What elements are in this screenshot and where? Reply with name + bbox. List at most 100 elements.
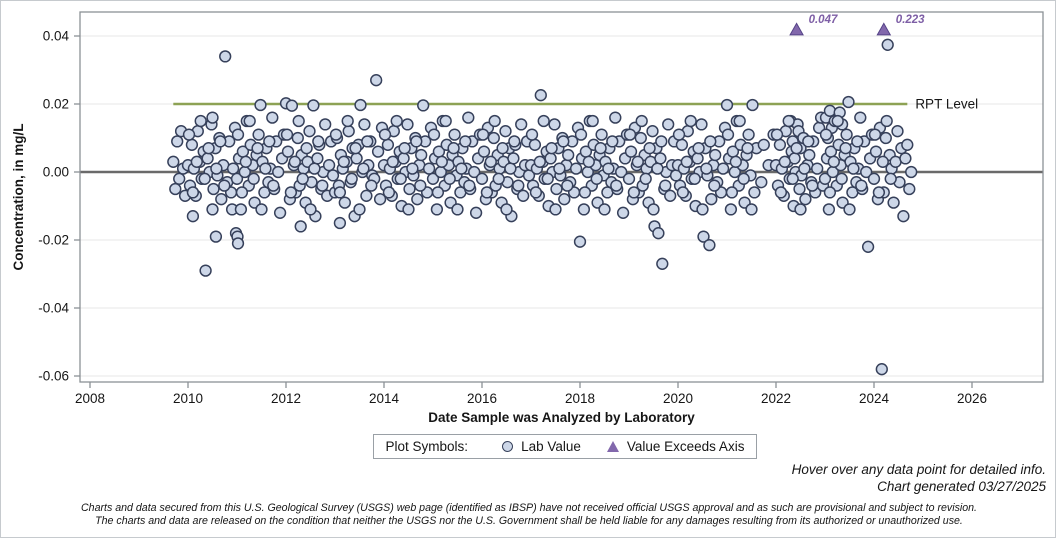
lab-value-point[interactable] xyxy=(397,152,410,165)
lab-value-point[interactable] xyxy=(553,162,566,175)
lab-value-point[interactable] xyxy=(851,135,864,148)
lab-value-point[interactable] xyxy=(897,210,910,223)
lab-value-point[interactable] xyxy=(590,172,603,185)
lab-value-point[interactable] xyxy=(757,138,770,151)
lab-value-point[interactable] xyxy=(382,186,396,199)
lab-value-point[interactable] xyxy=(537,114,550,128)
lab-value-point[interactable] xyxy=(634,131,647,145)
lab-value-point[interactable] xyxy=(624,145,638,158)
lab-value-point[interactable] xyxy=(182,128,196,141)
lab-value-point[interactable] xyxy=(410,135,423,148)
lab-value-point[interactable] xyxy=(206,203,219,216)
lab-value-point[interactable] xyxy=(831,114,844,128)
lab-value-point[interactable] xyxy=(697,230,710,243)
lab-value-point[interactable] xyxy=(705,193,718,206)
lab-value-point[interactable] xyxy=(654,152,667,165)
lab-value-point[interactable] xyxy=(842,95,855,109)
lab-value-point[interactable] xyxy=(548,118,561,131)
lab-value-point[interactable] xyxy=(561,179,574,192)
lab-value-point[interactable] xyxy=(285,99,299,112)
lab-value-point[interactable] xyxy=(615,165,628,179)
lab-value-point[interactable] xyxy=(835,172,848,185)
lab-value-point[interactable] xyxy=(806,179,819,192)
lab-value-point[interactable] xyxy=(349,142,362,155)
lab-value-point[interactable] xyxy=(231,237,245,250)
lab-value-point[interactable] xyxy=(448,128,461,141)
lab-value-point[interactable] xyxy=(247,172,260,185)
lab-value-point[interactable] xyxy=(284,186,298,199)
lab-value-point[interactable] xyxy=(329,128,343,141)
lab-value-point[interactable] xyxy=(414,179,427,192)
lab-value-point[interactable] xyxy=(307,99,320,112)
lab-value-point[interactable] xyxy=(173,172,186,185)
lab-value-point[interactable] xyxy=(790,142,803,155)
lab-value-point[interactable] xyxy=(876,155,889,168)
lab-value-point[interactable] xyxy=(185,138,199,151)
lab-value-point[interactable] xyxy=(550,182,563,196)
lab-value-point[interactable] xyxy=(499,125,512,138)
lab-value-point[interactable] xyxy=(610,179,623,192)
lab-value-point[interactable] xyxy=(361,135,374,148)
lab-value-point[interactable] xyxy=(303,125,316,138)
lab-value-point[interactable] xyxy=(656,257,669,270)
lab-value-point[interactable] xyxy=(622,172,636,185)
lab-value-point[interactable] xyxy=(745,203,758,216)
lab-value-point[interactable] xyxy=(504,162,517,175)
lab-value-point[interactable] xyxy=(322,159,336,172)
lab-value-point[interactable] xyxy=(415,148,428,162)
lab-value-point[interactable] xyxy=(742,128,755,141)
lab-value-point[interactable] xyxy=(664,189,677,202)
lab-value-point[interactable] xyxy=(569,162,583,175)
lab-value-point[interactable] xyxy=(840,128,853,141)
lab-value-point[interactable] xyxy=(226,162,240,175)
lab-value-point[interactable] xyxy=(721,128,735,141)
lab-value-point[interactable] xyxy=(574,128,588,141)
lab-value-point[interactable] xyxy=(463,179,476,192)
lab-value-point[interactable] xyxy=(430,203,444,216)
lab-value-point[interactable] xyxy=(186,210,200,223)
lab-value-point[interactable] xyxy=(484,155,497,168)
lab-value-point[interactable] xyxy=(737,172,750,185)
lab-value-point[interactable] xyxy=(190,155,203,168)
lab-value-point[interactable] xyxy=(627,186,641,199)
lab-value-point[interactable] xyxy=(350,152,363,165)
lab-value-point[interactable] xyxy=(202,142,215,155)
lab-value-point[interactable] xyxy=(370,74,383,87)
lab-value-point[interactable] xyxy=(692,142,705,155)
lab-value-point[interactable] xyxy=(901,138,914,151)
lab-value-point[interactable] xyxy=(525,128,539,141)
lab-value-point[interactable] xyxy=(839,142,852,155)
lab-value-point[interactable] xyxy=(337,155,350,168)
lab-value-point[interactable] xyxy=(206,111,219,124)
lab-value-point[interactable] xyxy=(534,89,547,102)
lab-value-point[interactable] xyxy=(243,114,256,128)
lab-value-point[interactable] xyxy=(733,114,746,128)
lab-value-point[interactable] xyxy=(558,193,571,206)
lab-value-point[interactable] xyxy=(708,179,721,192)
lab-value-point[interactable] xyxy=(373,193,387,206)
lab-value-point[interactable] xyxy=(353,203,366,216)
lab-value-point[interactable] xyxy=(748,186,761,199)
lab-value-point[interactable] xyxy=(316,179,329,192)
lab-value-point[interactable] xyxy=(755,176,768,189)
lab-value-point[interactable] xyxy=(578,186,592,199)
lab-value-point[interactable] xyxy=(872,186,886,199)
lab-value-point[interactable] xyxy=(468,165,481,179)
lab-value-point[interactable] xyxy=(823,186,837,199)
lab-value-point[interactable] xyxy=(459,135,472,148)
lab-value-point[interactable] xyxy=(288,155,301,168)
lab-value-point[interactable] xyxy=(469,206,483,219)
lab-value-point[interactable] xyxy=(512,179,525,192)
lab-value-point[interactable] xyxy=(811,162,824,175)
lab-value-point[interactable] xyxy=(724,203,738,216)
lab-value-point[interactable] xyxy=(794,203,807,216)
lab-value-point[interactable] xyxy=(403,182,416,196)
lab-value-point[interactable] xyxy=(529,186,543,199)
lab-value-point[interactable] xyxy=(455,162,468,175)
lab-value-point[interactable] xyxy=(254,98,267,112)
lab-value-point[interactable] xyxy=(517,189,530,202)
lab-value-point[interactable] xyxy=(345,172,358,185)
lab-value-point[interactable] xyxy=(381,138,395,151)
lab-value-point[interactable] xyxy=(819,128,833,141)
lab-value-point[interactable] xyxy=(672,128,686,141)
